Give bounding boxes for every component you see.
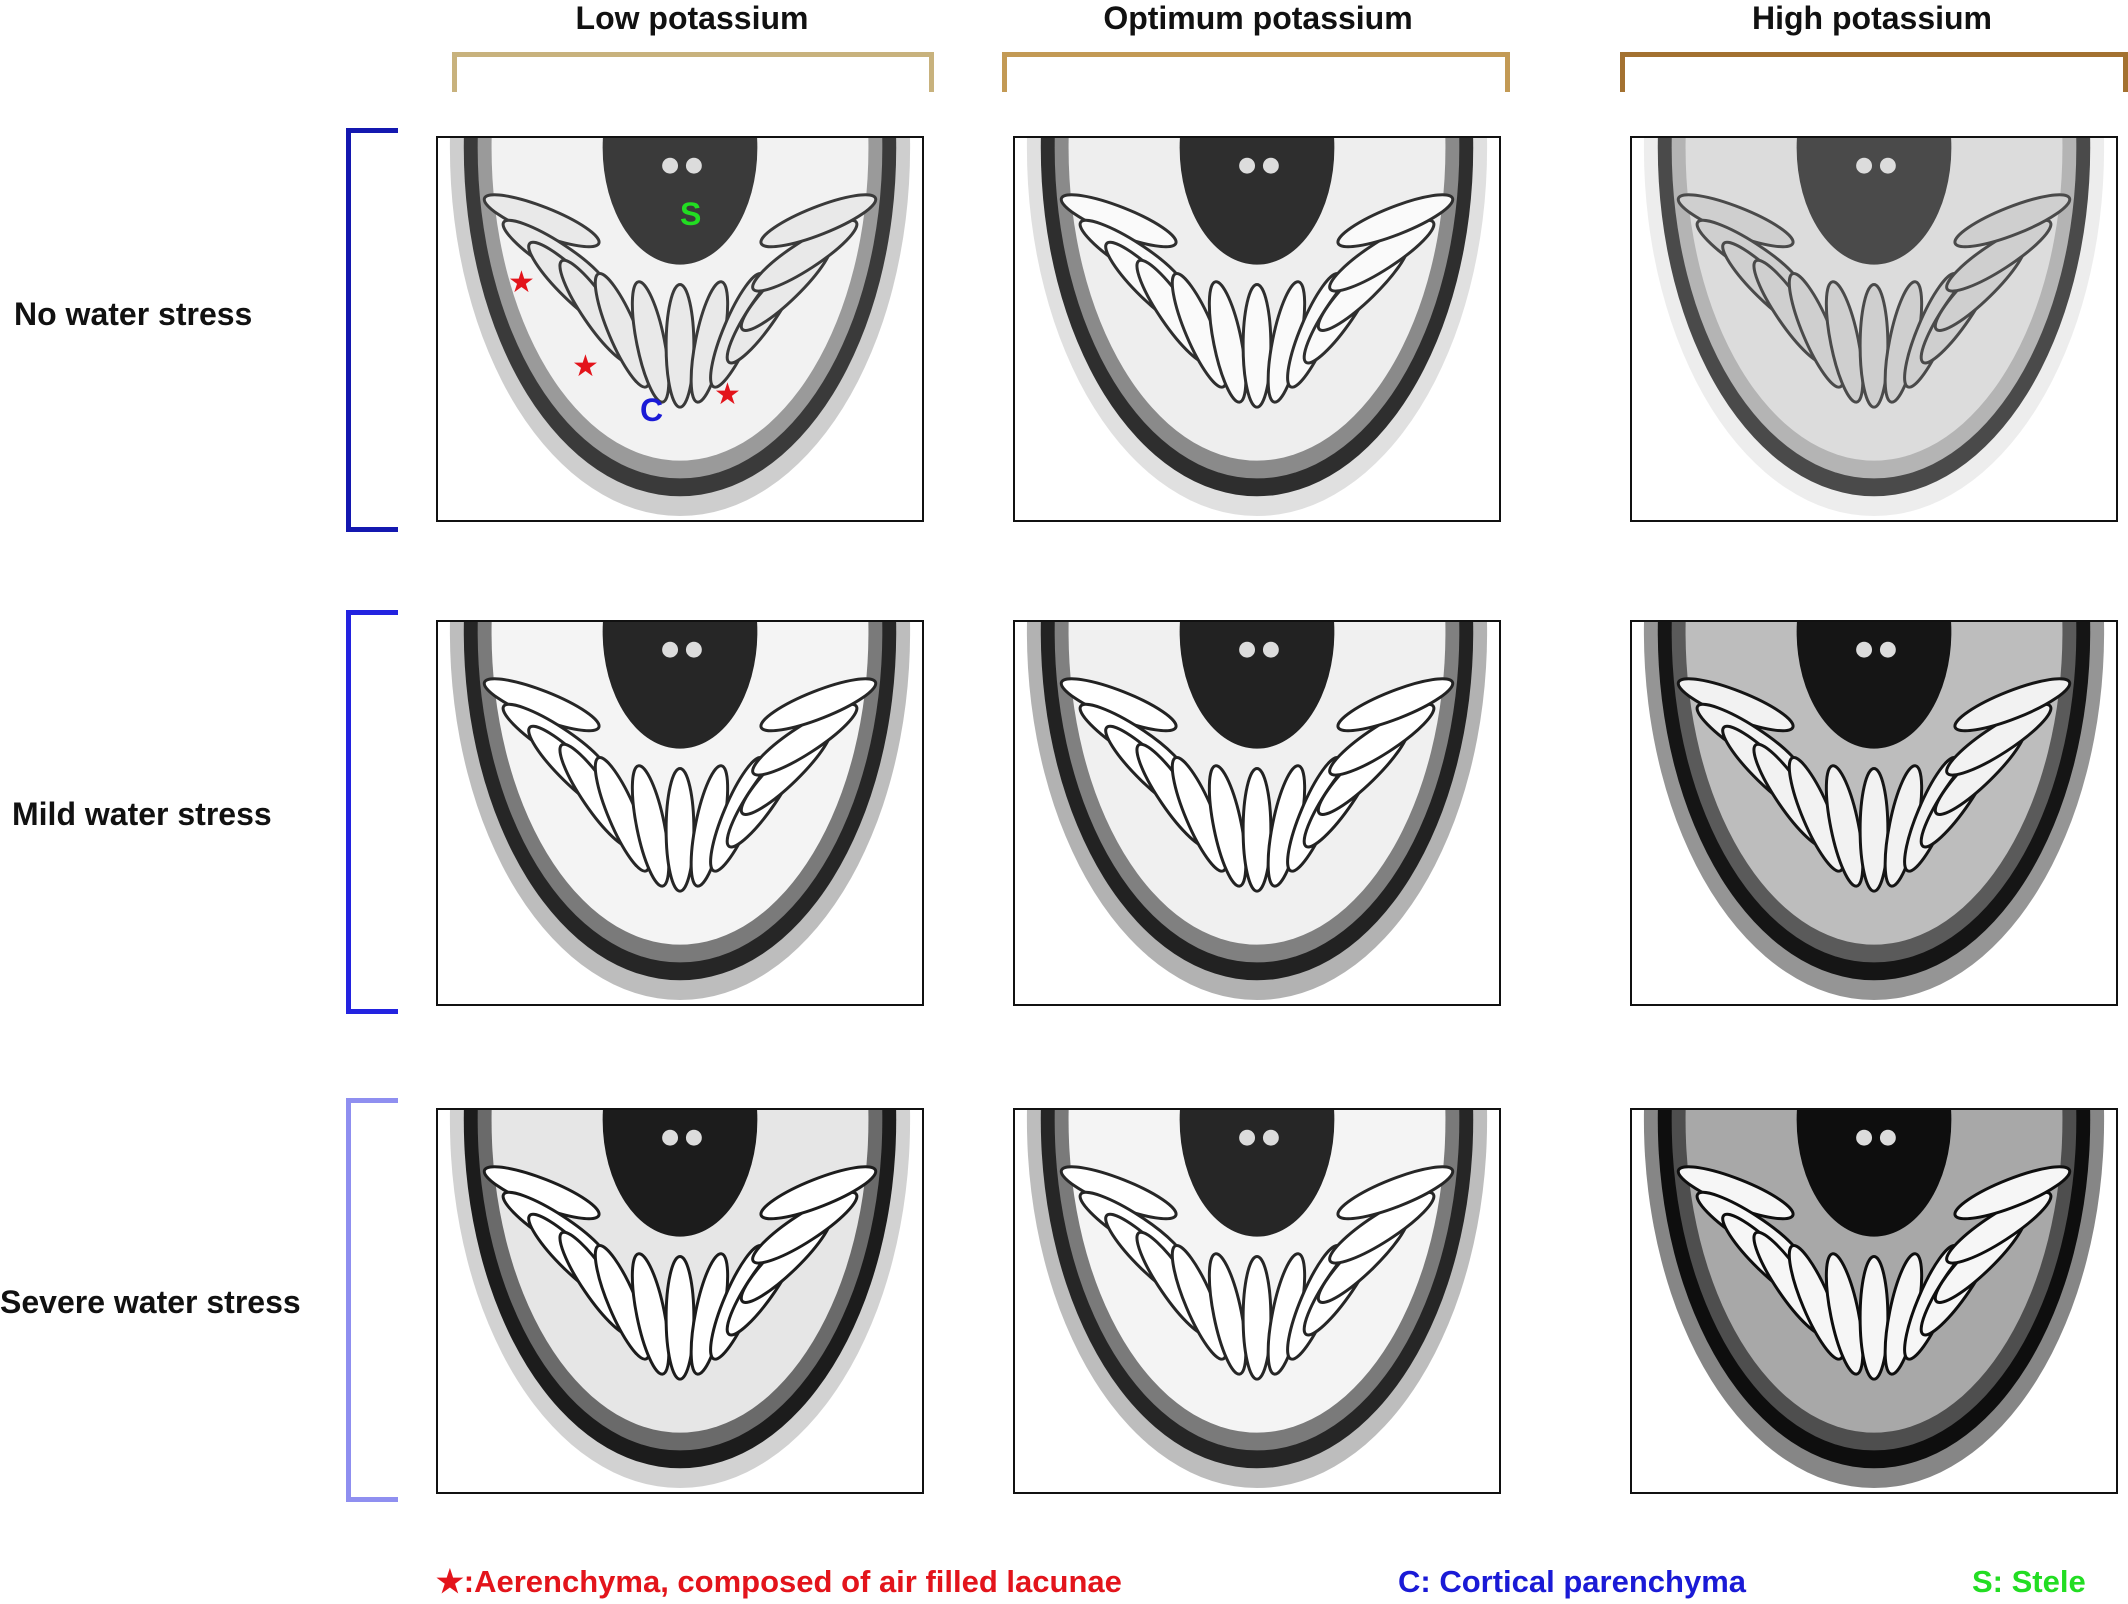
column-header-optimum-potassium: Optimum potassium	[1103, 0, 1413, 36]
micrograph-low-k-no-stress	[436, 136, 924, 522]
legend-aerenchyma: ★:Aerenchyma, composed of air filled lac…	[436, 1564, 1122, 1599]
aerenchyma-star-marker: ★	[714, 378, 741, 411]
micrograph-optimum-k-mild-stress	[1013, 620, 1501, 1006]
column-bracket-high-potassium	[1620, 52, 2128, 92]
micrograph-high-k-severe-stress	[1630, 1108, 2118, 1494]
micrograph-optimum-k-severe-stress	[1013, 1108, 1501, 1494]
stele-marker: S	[680, 196, 702, 232]
column-bracket-low-potassium	[452, 52, 934, 92]
legend-cortical-parenchyma: C: Cortical parenchyma	[1398, 1564, 1746, 1599]
row-bracket-severe-water-stress	[346, 1098, 398, 1502]
cortex-marker: C	[640, 392, 664, 428]
micrograph-optimum-k-no-stress	[1013, 136, 1501, 522]
micrograph-low-k-mild-stress	[436, 620, 924, 1006]
row-header-no-water-stress: No water stress	[14, 296, 253, 332]
micrograph-high-k-mild-stress	[1630, 620, 2118, 1006]
column-header-low-potassium: Low potassium	[575, 0, 809, 36]
row-bracket-mild-water-stress	[346, 610, 398, 1014]
row-header-mild-water-stress: Mild water stress	[12, 796, 272, 832]
column-bracket-optimum-potassium	[1002, 52, 1510, 92]
legend-stele: S: Stele	[1972, 1564, 2086, 1599]
aerenchyma-star-marker: ★	[572, 350, 599, 383]
aerenchyma-star-marker: ★	[508, 266, 535, 299]
row-header-severe-water-stress: Severe water stress	[0, 1284, 301, 1320]
column-header-high-potassium: High potassium	[1751, 0, 1992, 36]
micrograph-low-k-severe-stress	[436, 1108, 924, 1494]
row-bracket-no-water-stress	[346, 128, 398, 532]
micrograph-high-k-no-stress	[1630, 136, 2118, 522]
